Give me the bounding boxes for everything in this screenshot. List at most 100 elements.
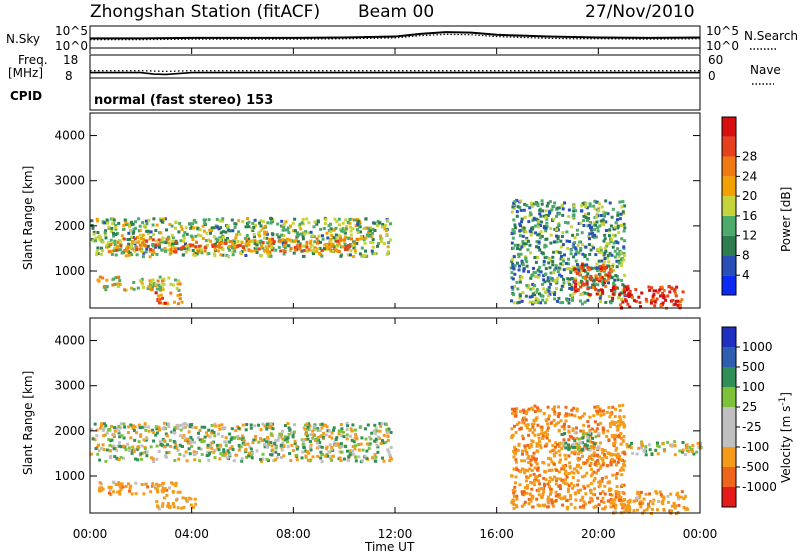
power-data-cell-1	[270, 248, 274, 252]
velocity-data-cell-0	[357, 455, 361, 459]
velocity-data-cell-2	[189, 497, 193, 501]
velocity-data-cell-5	[626, 503, 630, 507]
velocity-data-cell-0	[306, 427, 310, 431]
velocity-data-cell-3	[610, 493, 614, 497]
power-data-cell-4	[528, 211, 532, 215]
power-data-cell-0	[348, 218, 352, 221]
power-data-cell-4	[533, 217, 537, 221]
power-data-cell-1	[236, 240, 240, 243]
velocity-data-cell-1	[152, 485, 156, 488]
power-data-cell-4	[609, 240, 613, 243]
velocity-data-cell-0	[139, 433, 143, 437]
velocity-data-cell-3	[531, 505, 535, 509]
velocity-data-cell-3	[618, 468, 622, 472]
velocity-data-cell-0	[330, 455, 334, 458]
velocity-data-cell-0	[171, 430, 175, 434]
velocity-data-cell-3	[583, 461, 587, 465]
power-data-cell-0	[353, 218, 356, 222]
power-data-cell-0	[293, 229, 297, 233]
power-data-cell-4	[515, 261, 519, 265]
freq-label-line1: Freq.	[18, 53, 48, 67]
velocity-data-cell-1	[119, 487, 123, 491]
power-data-cell-4	[611, 263, 615, 267]
velocity-data-cell-0	[117, 431, 121, 435]
velocity-data-cell-0	[199, 447, 203, 451]
velocity-data-cell-5	[638, 494, 642, 498]
velocity-data-cell-1	[140, 483, 144, 486]
power-data-cell-4	[556, 206, 560, 210]
power-data-cell-1	[155, 239, 159, 243]
power-data-cell-6	[624, 299, 628, 303]
power-data-cell-1	[236, 244, 240, 248]
power-data-cell-5	[575, 272, 579, 275]
velocity-data-cell-1	[128, 489, 132, 493]
noise-right-label: N.Search	[744, 29, 798, 43]
velocity-data-cell-3	[616, 460, 620, 464]
power-data-cell-0	[168, 252, 172, 256]
velocity-data-cell-3	[555, 468, 559, 472]
power-data-cell-0	[128, 237, 132, 241]
velocity-data-cell-3	[620, 483, 624, 487]
velocity-data-cell-3	[558, 460, 562, 464]
power-data-cell-4	[615, 265, 619, 269]
velocity-data-cell-5	[613, 510, 617, 514]
velocity-data-cell-0	[313, 438, 317, 442]
power-data-cell-1	[309, 245, 313, 249]
power-data-cell-1	[331, 249, 335, 253]
velocity-data-cell-4	[595, 446, 599, 450]
power-data-cell-0	[252, 225, 256, 229]
power-data-cell-2	[146, 287, 150, 291]
power-data-cell-0	[126, 238, 130, 241]
power-colorbar-tick-label: 16	[742, 209, 757, 223]
velocity-data-cell-0	[311, 455, 315, 459]
power-data-cell-0	[191, 249, 195, 252]
power-data-cell-3	[176, 293, 180, 297]
power-data-cell-4	[610, 276, 614, 280]
power-data-cell-5	[580, 281, 584, 285]
power-data-cell-0	[329, 227, 333, 231]
power-data-cell-6	[654, 289, 658, 293]
power-colorbar-label: Power [dB]	[779, 187, 793, 252]
velocity-data-cell-3	[613, 440, 617, 444]
power-data-cell-4	[583, 291, 587, 295]
time-tick-label: 16:00	[479, 527, 514, 541]
power-data-cell-4	[575, 249, 579, 253]
power-data-cell-0	[263, 224, 267, 228]
power-data-cell-4	[539, 270, 543, 274]
power-data-cell-6	[679, 300, 682, 304]
power-data-cell-1	[257, 247, 261, 251]
power-data-cell-4	[511, 265, 515, 269]
velocity-data-cell-4	[581, 432, 585, 436]
power-data-cell-4	[542, 287, 546, 291]
velocity-data-cell-3	[576, 458, 580, 462]
velocity-data-cell-0	[213, 434, 217, 438]
velocity-data-cell-0	[133, 425, 137, 429]
power-data-cell-5	[601, 263, 605, 267]
velocity-data-cell-0	[128, 449, 132, 453]
velocity-data-cell-0	[288, 452, 292, 455]
velocity-data-cell-3	[588, 500, 591, 504]
power-data-cell-1	[302, 249, 306, 253]
velocity-data-cell-0	[112, 447, 116, 451]
power-data-cell-0	[281, 241, 285, 245]
power-data-cell-4	[585, 263, 589, 267]
power-data-cell-4	[586, 219, 589, 222]
velocity-data-cell-0	[277, 452, 281, 456]
power-data-cell-2	[177, 288, 181, 292]
power-data-cell-0	[258, 221, 261, 225]
power-data-cell-4	[612, 268, 616, 272]
velocity-data-cell-3	[613, 415, 617, 419]
power-data-cell-4	[533, 291, 537, 295]
velocity-data-cell-3	[576, 456, 580, 460]
power-data-cell-4	[549, 241, 553, 245]
velocity-data-cell-3	[530, 496, 534, 500]
velocity-data-cell-3	[536, 443, 540, 446]
power-data-cell-1	[282, 249, 286, 253]
velocity-data-cell-0	[274, 446, 278, 450]
power-data-cell-0	[129, 243, 133, 247]
power-data-cell-6	[633, 299, 636, 303]
power-data-cell-1	[191, 243, 195, 247]
power-data-cell-1	[309, 241, 312, 245]
range-tick-label: 2000	[54, 219, 85, 233]
velocity-data-cell-6	[640, 441, 644, 445]
